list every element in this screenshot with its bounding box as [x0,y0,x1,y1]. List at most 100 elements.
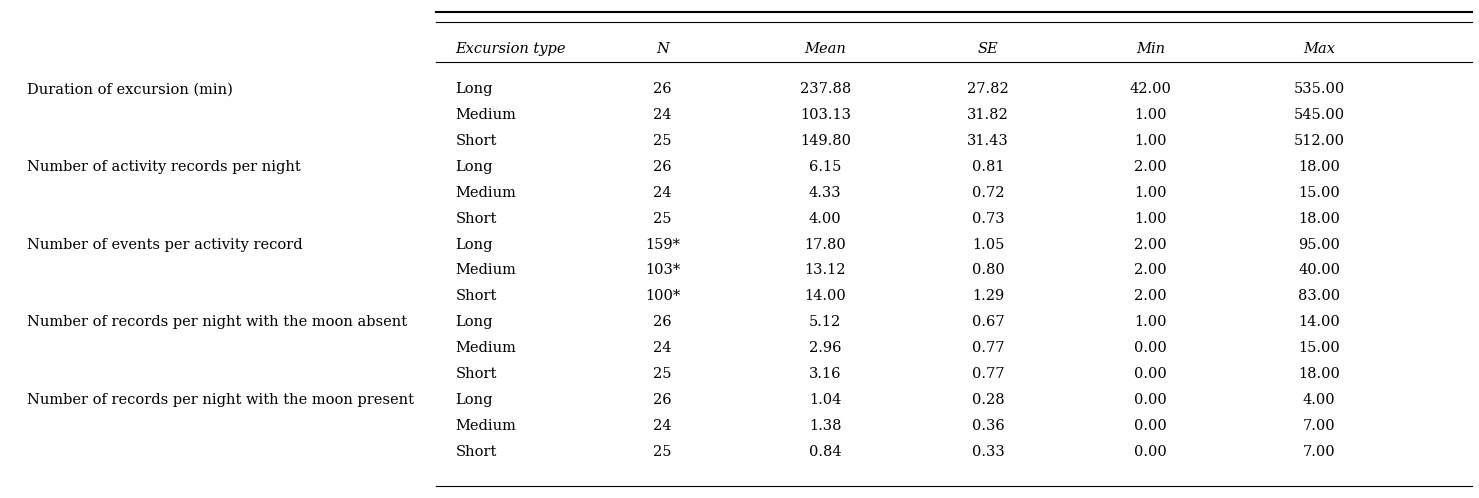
Text: 237.88: 237.88 [800,82,850,96]
Text: Medium: Medium [456,341,516,355]
Text: 1.05: 1.05 [972,238,1004,251]
Text: 0.73: 0.73 [972,212,1004,226]
Text: 2.00: 2.00 [1134,263,1167,277]
Text: 40.00: 40.00 [1299,263,1340,277]
Text: 14.00: 14.00 [805,289,846,303]
Text: 0.36: 0.36 [972,419,1004,433]
Text: 26: 26 [654,160,671,174]
Text: 17.80: 17.80 [805,238,846,251]
Text: 0.00: 0.00 [1134,445,1167,459]
Text: 4.33: 4.33 [809,186,842,200]
Text: 1.00: 1.00 [1134,134,1167,148]
Text: 535.00: 535.00 [1294,82,1344,96]
Text: Long: Long [456,238,493,251]
Text: 1.04: 1.04 [809,393,842,407]
Text: 31.43: 31.43 [967,134,1009,148]
Text: 15.00: 15.00 [1299,186,1340,200]
Text: 25: 25 [654,445,671,459]
Text: 83.00: 83.00 [1299,289,1340,303]
Text: 1.29: 1.29 [972,289,1004,303]
Text: 5.12: 5.12 [809,315,842,329]
Text: 24: 24 [654,341,671,355]
Text: 14.00: 14.00 [1299,315,1340,329]
Text: 0.00: 0.00 [1134,393,1167,407]
Text: 0.77: 0.77 [972,367,1004,381]
Text: 15.00: 15.00 [1299,341,1340,355]
Text: Number of activity records per night: Number of activity records per night [27,160,300,174]
Text: 1.00: 1.00 [1134,186,1167,200]
Text: 95.00: 95.00 [1299,238,1340,251]
Text: 2.96: 2.96 [809,341,842,355]
Text: 24: 24 [654,419,671,433]
Text: Long: Long [456,393,493,407]
Text: 1.38: 1.38 [809,419,842,433]
Text: SE: SE [978,42,998,56]
Text: 31.82: 31.82 [967,108,1009,122]
Text: Short: Short [456,367,497,381]
Text: 103.13: 103.13 [800,108,850,122]
Text: 103*: 103* [645,263,680,277]
Text: Number of records per night with the moon present: Number of records per night with the moo… [27,393,414,407]
Text: Duration of excursion (min): Duration of excursion (min) [27,82,232,96]
Text: 149.80: 149.80 [800,134,850,148]
Text: 4.00: 4.00 [809,212,842,226]
Text: Medium: Medium [456,263,516,277]
Text: 24: 24 [654,108,671,122]
Text: 6.15: 6.15 [809,160,842,174]
Text: 7.00: 7.00 [1303,419,1336,433]
Text: Short: Short [456,289,497,303]
Text: 1.00: 1.00 [1134,212,1167,226]
Text: 0.81: 0.81 [972,160,1004,174]
Text: 13.12: 13.12 [805,263,846,277]
Text: 27.82: 27.82 [967,82,1009,96]
Text: 0.00: 0.00 [1134,341,1167,355]
Text: 1.00: 1.00 [1134,315,1167,329]
Text: 25: 25 [654,367,671,381]
Text: 2.00: 2.00 [1134,160,1167,174]
Text: 2.00: 2.00 [1134,289,1167,303]
Text: 0.77: 0.77 [972,341,1004,355]
Text: 1.00: 1.00 [1134,108,1167,122]
Text: 0.00: 0.00 [1134,367,1167,381]
Text: Max: Max [1303,42,1336,56]
Text: 0.33: 0.33 [972,445,1004,459]
Text: 18.00: 18.00 [1299,212,1340,226]
Text: Short: Short [456,212,497,226]
Text: Long: Long [456,160,493,174]
Text: 18.00: 18.00 [1299,160,1340,174]
Text: Number of events per activity record: Number of events per activity record [27,238,302,251]
Text: 7.00: 7.00 [1303,445,1336,459]
Text: 545.00: 545.00 [1294,108,1344,122]
Text: 25: 25 [654,134,671,148]
Text: 24: 24 [654,186,671,200]
Text: Short: Short [456,134,497,148]
Text: 0.00: 0.00 [1134,419,1167,433]
Text: N: N [657,42,669,56]
Text: 0.28: 0.28 [972,393,1004,407]
Text: Medium: Medium [456,419,516,433]
Text: Excursion type: Excursion type [456,42,566,56]
Text: 26: 26 [654,82,671,96]
Text: Number of records per night with the moon absent: Number of records per night with the moo… [27,315,407,329]
Text: 159*: 159* [645,238,680,251]
Text: 100*: 100* [645,289,680,303]
Text: Mean: Mean [805,42,846,56]
Text: 0.72: 0.72 [972,186,1004,200]
Text: 26: 26 [654,393,671,407]
Text: 26: 26 [654,315,671,329]
Text: 0.84: 0.84 [809,445,842,459]
Text: Min: Min [1136,42,1165,56]
Text: Long: Long [456,315,493,329]
Text: 18.00: 18.00 [1299,367,1340,381]
Text: Medium: Medium [456,186,516,200]
Text: 3.16: 3.16 [809,367,842,381]
Text: Long: Long [456,82,493,96]
Text: 0.67: 0.67 [972,315,1004,329]
Text: 0.80: 0.80 [972,263,1004,277]
Text: 512.00: 512.00 [1294,134,1344,148]
Text: Medium: Medium [456,108,516,122]
Text: 2.00: 2.00 [1134,238,1167,251]
Text: 42.00: 42.00 [1130,82,1171,96]
Text: 4.00: 4.00 [1303,393,1336,407]
Text: Short: Short [456,445,497,459]
